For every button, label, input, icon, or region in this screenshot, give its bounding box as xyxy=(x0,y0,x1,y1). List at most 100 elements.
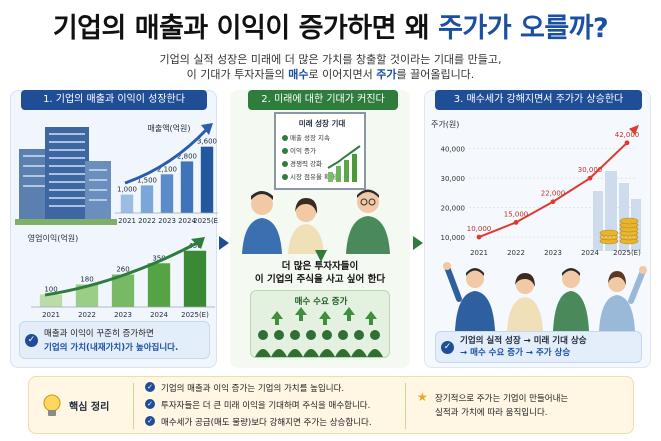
check-icon: ✓ xyxy=(25,334,38,347)
profit-bar xyxy=(147,263,171,307)
revenue-value-label: 1,000 xyxy=(117,186,137,194)
growth-arrowhead-icon xyxy=(201,123,213,135)
panel1-tag: 1. 기업의 매출과 이익이 성장한다 xyxy=(21,90,207,110)
profit-tick-label: 2021 xyxy=(42,311,60,319)
price-y-tick-label: 40,000 xyxy=(441,146,466,154)
profit-value-label: 180 xyxy=(80,276,93,284)
lightbulb-icon xyxy=(43,394,61,416)
price-point xyxy=(587,175,593,181)
profit-value-label: 260 xyxy=(116,266,129,274)
summary-bullet: 투자자들은 더 큰 미래 이익을 기대하며 주식을 매수합니다. xyxy=(161,401,371,411)
revenue-chart-title: 매출액(억원) xyxy=(147,123,190,133)
revenue-bar xyxy=(180,161,194,213)
profit-value-label: 100 xyxy=(44,286,57,294)
board-item: 매출 성장 지속 xyxy=(282,132,330,142)
price-y-tick-label: 10,000 xyxy=(441,234,466,242)
price-point xyxy=(513,219,519,225)
revenue-value-label: 2,800 xyxy=(177,152,197,160)
revenue-tick-label: 2022 xyxy=(138,217,156,225)
price-x-tick-label: 2022 xyxy=(507,249,525,257)
summary-label: 핵심 정리 xyxy=(69,402,110,413)
price-value-label: 15,000 xyxy=(504,210,529,218)
revenue-tick-label: 2024 xyxy=(178,217,196,225)
price-value-label: 42,000 xyxy=(615,131,640,139)
person-icon xyxy=(443,262,495,331)
panel-future-expectation: 2. 미래에 대한 기대가 커진다 미래 성장 기대 매출 성장 지속 이익 증… xyxy=(230,90,410,368)
price-point xyxy=(550,199,556,205)
summary-side-line2: 실적과 가치에 따라 움직입니다. xyxy=(435,408,548,418)
board-item-label: 경쟁력 강화 xyxy=(290,160,322,168)
profit-value-label: 350 xyxy=(152,254,165,262)
panel1-note: ✓ 매출과 이익이 꾸준히 증가하면 기업의 가치(내재가치)가 높아집니다. xyxy=(19,321,210,359)
panel3-note-line2: → 매수 수요 증가 → 주가 상승 xyxy=(460,348,571,358)
subtitle-text: 를 끌어올립니다. xyxy=(396,68,475,81)
page-title: 기업의 매출과 이익이 증가하면 왜 주가가 오를까? xyxy=(0,6,661,45)
check-icon xyxy=(282,135,288,141)
building-icon xyxy=(15,127,117,225)
summary-bullet: 기업의 매출과 이익 증가는 기업의 가치를 높입니다. xyxy=(161,384,345,394)
profit-value-label: 450 xyxy=(188,242,201,250)
revenue-bar xyxy=(200,146,214,213)
price-x-tick-label: 2025(E) xyxy=(613,249,641,257)
divider xyxy=(133,383,134,429)
profit-bar xyxy=(39,294,63,307)
revenue-value-label: 1,500 xyxy=(137,176,157,184)
price-x-tick-label: 2021 xyxy=(470,249,488,257)
investors-illustration xyxy=(242,189,390,254)
arrow-down-icon xyxy=(315,250,327,262)
profit-tick-label: 2022 xyxy=(78,311,96,319)
arrow-right-icon xyxy=(219,236,229,250)
profit-bar xyxy=(111,274,135,307)
panel1-graphic: 매출액(억원) 1,000 2021 1,500 2022 2,100 2023 2,800… xyxy=(15,123,218,319)
board-item-label: 매출 성장 지속 xyxy=(290,134,331,142)
price-chart-title: 주가(원) xyxy=(431,120,459,129)
check-icon: ✓ xyxy=(441,341,454,354)
star-icon: ★ xyxy=(417,390,428,404)
board-item: 경쟁력 강화 xyxy=(282,158,322,168)
check-icon: ✓ xyxy=(145,382,155,392)
demand-title: 매수 수요 증가 xyxy=(294,297,348,307)
board-item-label: 이익 증가 xyxy=(290,147,316,155)
revenue-tick-label: 2023 xyxy=(158,217,176,225)
check-icon: ✓ xyxy=(145,416,155,426)
panel2-caption-line1: 더 많은 투자자들이 xyxy=(281,261,359,272)
check-icon xyxy=(282,161,288,167)
growth-arrow-icon xyxy=(124,127,209,185)
panel-revenue-growth: 1. 기업의 매출과 이익이 성장한다 매출액(억원) 1,000 2021 1,5… xyxy=(10,90,218,368)
profit-bar xyxy=(75,284,99,307)
panel-price-rise: 3. 매수세가 강해지면서 주가가 상승한다 주가(원) 10,000 20,00… xyxy=(424,90,651,368)
divider xyxy=(405,383,406,429)
revenue-bar xyxy=(160,174,174,213)
revenue-value-label: 3,600 xyxy=(197,138,217,146)
price-x-tick-label: 2024 xyxy=(581,249,599,257)
check-icon: ✓ xyxy=(145,399,155,409)
revenue-tick-label: 2021 xyxy=(118,217,136,225)
person-icon xyxy=(346,189,390,254)
profit-chart-title: 영업이익(억원) xyxy=(28,233,78,243)
price-point xyxy=(476,234,482,240)
price-y-tick-label: 30,000 xyxy=(441,175,466,183)
panel3-note: ✓ 기업의 실적 성장 → 미래 기대 상승 → 매수 수요 증가 → 주가 상… xyxy=(435,331,642,363)
board-item: 이익 증가 xyxy=(282,145,316,155)
summary-bullet: 매수세가 공급(매도 물량)보다 강해지면 주가는 상승합니다. xyxy=(161,418,372,428)
person-icon xyxy=(242,191,282,254)
panel3-graphic: 주가(원) 10,000 20,000 30,000 40,000 10,000 2021… xyxy=(431,120,641,257)
panel1-note-line2: 기업의 가치(내재가치)가 높아집니다. xyxy=(44,343,179,353)
price-value-label: 10,000 xyxy=(467,225,492,233)
summary-side-line1: 장기적으로 주가는 기업이 만들어내는 xyxy=(435,394,569,404)
subtitle-highlight-buy: 매수 xyxy=(288,68,309,81)
growth-arrowhead-icon xyxy=(191,237,205,249)
key-summary: 핵심 정리 ✓ 기업의 매출과 이익 증가는 기업의 가치를 높입니다. ✓ 투… xyxy=(28,376,634,434)
subtitle-text: 로 이어지면서 xyxy=(308,68,373,81)
revenue-bar xyxy=(140,185,154,213)
title-main: 기업의 매출과 이익이 증가하면 왜 xyxy=(52,13,430,44)
expectation-board: 미래 성장 기대 매출 성장 지속 이익 증가 경쟁력 강화 시장 점유율 확대 xyxy=(274,112,366,190)
price-y-tick-label: 20,000 xyxy=(441,205,466,213)
person-icon xyxy=(507,273,543,331)
price-value-label: 30,000 xyxy=(578,166,603,174)
panel2-caption-line2: 이 기업의 주식을 사고 싶어 한다 xyxy=(254,274,386,285)
mini-growth-chart-icon xyxy=(327,145,361,182)
profit-tick-label: 2024 xyxy=(150,311,168,319)
check-icon xyxy=(282,174,288,180)
demand-increase-box: 매수 수요 증가 xyxy=(250,290,390,358)
